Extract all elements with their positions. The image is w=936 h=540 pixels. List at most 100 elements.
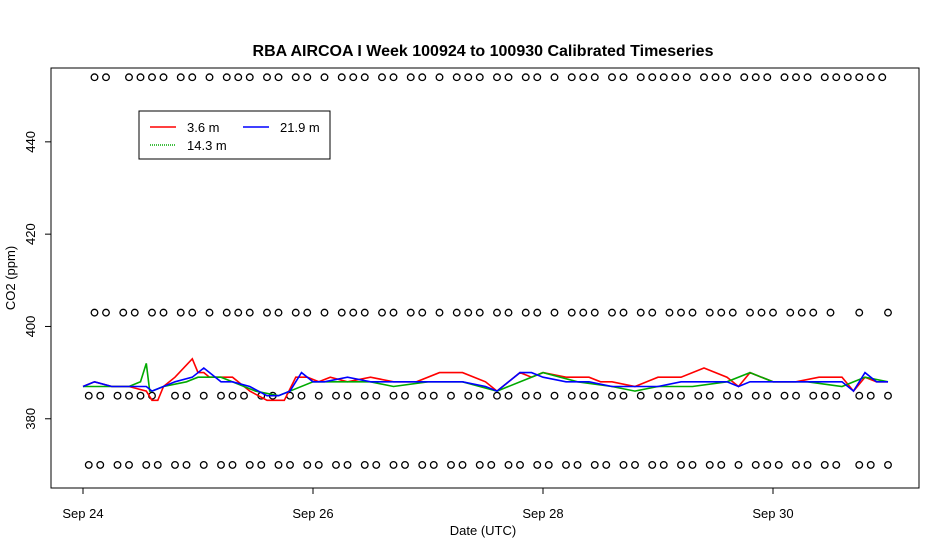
flag-point bbox=[648, 460, 657, 469]
flag-point bbox=[590, 460, 599, 469]
flag-point bbox=[792, 391, 800, 400]
flag-point bbox=[406, 73, 415, 82]
flag-point bbox=[659, 460, 668, 469]
plot-frame bbox=[50, 67, 920, 489]
flag-point bbox=[389, 73, 398, 82]
flag-point bbox=[176, 73, 185, 82]
flag-point bbox=[677, 460, 685, 469]
flag-point bbox=[148, 73, 156, 82]
flag-point bbox=[125, 391, 133, 400]
legend: 3.6 m 14.3 m 21.9 m bbox=[138, 110, 331, 160]
flag-point bbox=[452, 308, 461, 317]
flag-point bbox=[228, 460, 237, 469]
flag-point bbox=[349, 308, 358, 317]
flag-point bbox=[516, 460, 524, 469]
flag-point bbox=[153, 460, 162, 469]
flag-point bbox=[688, 308, 697, 317]
flag-point bbox=[619, 391, 628, 400]
flag-point bbox=[769, 308, 777, 317]
flag-point bbox=[803, 73, 812, 82]
flag-point bbox=[665, 391, 674, 400]
flag-point bbox=[717, 308, 726, 317]
flag-point bbox=[855, 308, 864, 317]
flag-point bbox=[619, 308, 628, 317]
y-tick-label: 440 bbox=[23, 131, 38, 153]
flag-point bbox=[705, 308, 714, 317]
flag-point bbox=[418, 73, 427, 82]
flag-point bbox=[763, 391, 772, 400]
flag-point bbox=[372, 391, 381, 400]
x-tick-label: Sep 28 bbox=[522, 506, 563, 521]
x-tick-label: Sep 24 bbox=[62, 506, 103, 521]
flag-point bbox=[452, 73, 461, 82]
flag-point bbox=[746, 308, 754, 317]
flag-point bbox=[303, 73, 312, 82]
flag-point bbox=[199, 391, 208, 400]
flag-point bbox=[608, 391, 616, 400]
flag-point bbox=[349, 73, 358, 82]
flag-point bbox=[464, 73, 473, 82]
flag-point bbox=[418, 460, 427, 469]
y-axis: 380 400 420 440 bbox=[23, 131, 51, 430]
x-tick-label: Sep 30 bbox=[752, 506, 793, 521]
flag-point bbox=[217, 391, 225, 400]
flag-point bbox=[809, 308, 818, 317]
flag-point bbox=[751, 73, 760, 82]
flag-point bbox=[188, 73, 197, 82]
flag-point bbox=[504, 391, 513, 400]
flag-point bbox=[832, 391, 841, 400]
flag-point bbox=[418, 391, 427, 400]
flag-point bbox=[314, 460, 323, 469]
flag-point bbox=[435, 308, 444, 317]
flag-point bbox=[717, 460, 726, 469]
flag-point bbox=[792, 460, 800, 469]
flag-point bbox=[447, 460, 455, 469]
flag-point bbox=[217, 460, 225, 469]
flag-point bbox=[671, 73, 680, 82]
flag-point bbox=[493, 308, 501, 317]
flag-point bbox=[493, 73, 501, 82]
flag-point bbox=[544, 460, 553, 469]
flag-point bbox=[774, 460, 783, 469]
flag-point bbox=[159, 308, 168, 317]
flag-point bbox=[567, 73, 576, 82]
flag-point bbox=[550, 73, 559, 82]
flag-point bbox=[475, 391, 484, 400]
flag-point bbox=[855, 73, 864, 82]
flag-point bbox=[228, 391, 237, 400]
flag-point bbox=[136, 391, 145, 400]
flag-point bbox=[378, 73, 386, 82]
flag-point bbox=[763, 460, 772, 469]
flag-point bbox=[84, 391, 93, 400]
flag-point bbox=[475, 73, 484, 82]
flag-point bbox=[389, 391, 398, 400]
flag-point bbox=[360, 460, 369, 469]
flag-point bbox=[90, 73, 99, 82]
flag-point bbox=[740, 73, 749, 82]
flag-point bbox=[521, 391, 530, 400]
flag-point bbox=[648, 73, 657, 82]
flag-point bbox=[728, 308, 737, 317]
flag-point bbox=[458, 460, 467, 469]
flag-point bbox=[723, 391, 731, 400]
flag-point bbox=[286, 460, 294, 469]
flag-point bbox=[659, 73, 668, 82]
flag-point bbox=[590, 308, 599, 317]
flag-point bbox=[205, 308, 214, 317]
flag-point bbox=[464, 391, 473, 400]
flag-point bbox=[493, 391, 501, 400]
flag-point bbox=[734, 460, 743, 469]
y-tick-label: 400 bbox=[23, 316, 38, 338]
flag-point bbox=[734, 391, 743, 400]
y-axis-label: CO2 (ppm) bbox=[3, 246, 18, 310]
flag-point bbox=[820, 391, 829, 400]
flag-point bbox=[682, 73, 691, 82]
flag-point bbox=[263, 308, 271, 317]
flag-point bbox=[125, 73, 133, 82]
flag-point bbox=[579, 391, 588, 400]
flag-point bbox=[619, 73, 628, 82]
flag-point bbox=[550, 391, 559, 400]
flag-point bbox=[786, 308, 795, 317]
flag-point bbox=[705, 391, 714, 400]
